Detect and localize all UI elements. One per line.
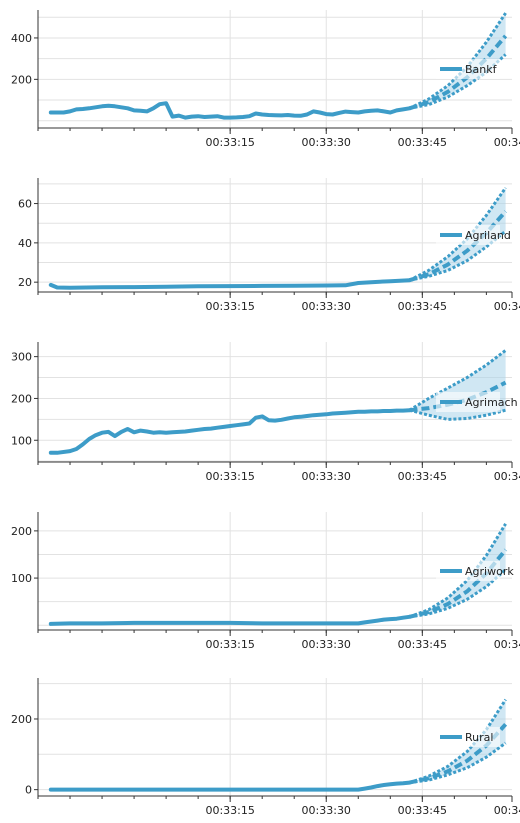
legend-background (436, 561, 500, 581)
x-tick-label: 00:33:15 (205, 300, 254, 313)
y-tick-label: 60 (18, 198, 32, 211)
x-tick-label: 00:33:45 (398, 300, 447, 313)
y-tick-label: 100 (11, 572, 32, 585)
y-tick-label: 0 (25, 784, 32, 797)
legend-background (436, 392, 500, 412)
legend: Bankf (436, 59, 500, 79)
chart-panel-0: 200 400 00:33:15 00:33:30 00:33:45 00:34:00 Ba… (11, 10, 520, 149)
legend: Agriwork (436, 561, 514, 581)
legend: Agriland (436, 225, 511, 245)
x-tick-label: 00:33:15 (205, 136, 254, 149)
forecast-mean-line (409, 548, 508, 619)
y-tick-label: 40 (18, 237, 32, 250)
y-tick-label: 200 (11, 525, 32, 538)
series-line (48, 780, 412, 792)
forecast-upper-line (408, 12, 507, 110)
series-line (48, 614, 412, 626)
legend: Agrimach (436, 392, 518, 412)
chart-panel-2: 100 200 300 00:33:15 00:33:30 00:33:45 00:34:0… (11, 342, 520, 483)
forecast-upper-line (408, 186, 507, 282)
legend-background (436, 59, 500, 79)
legend-background (436, 727, 500, 747)
forecast-mean-line (408, 34, 508, 111)
x-tick-label: 00:33:30 (302, 136, 351, 149)
x-tick-label: 00:33:30 (302, 804, 351, 817)
x-tick-label: 00:33:45 (398, 136, 447, 149)
y-tick-label: 400 (11, 32, 32, 45)
x-tick-label: 00:34:00 (494, 300, 520, 313)
series-line (48, 408, 412, 455)
y-tick-label: 200 (11, 73, 32, 86)
x-tick-label: 00:33:15 (205, 638, 254, 651)
x-tick-label: 00:33:15 (205, 470, 254, 483)
legend-label: Bankf (465, 63, 498, 76)
x-tick-label: 00:34:00 (494, 804, 520, 817)
y-tick-label: 20 (18, 276, 32, 289)
chart-panel-1: 20 40 60 00:33:15 00:33:30 00:33:45 00:34:00 Ag… (18, 178, 520, 313)
chart-panel-3: 100 200 00:33:15 00:33:30 00:33:45 00:34:00 Ag… (11, 512, 520, 651)
legend-label: Agriwork (465, 565, 514, 578)
legend-label: Agriland (465, 229, 511, 242)
forecast-lower-line (409, 408, 506, 421)
legend-background (436, 225, 500, 245)
forecast-upper-line (408, 349, 507, 412)
x-tick-label: 00:33:30 (302, 300, 351, 313)
series-line (48, 101, 412, 120)
legend-label: Rural (465, 731, 493, 744)
x-tick-label: 00:34:00 (494, 136, 520, 149)
y-tick-label: 300 (11, 351, 32, 364)
x-tick-label: 00:33:30 (302, 470, 351, 483)
x-tick-label: 00:34:00 (494, 470, 520, 483)
chart-panel-4: 0 200 00:33:15 00:33:30 00:33:45 00:34:00 Rura… (11, 678, 520, 817)
legend-label: Agrimach (465, 396, 518, 409)
series-line (48, 278, 412, 290)
x-tick-label: 00:33:15 (205, 804, 254, 817)
y-tick-label: 200 (11, 713, 32, 726)
x-tick-label: 00:33:45 (398, 470, 447, 483)
legend: Rural (436, 727, 500, 747)
x-tick-label: 00:33:45 (398, 638, 447, 651)
x-tick-label: 00:33:30 (302, 638, 351, 651)
x-tick-label: 00:33:45 (398, 804, 447, 817)
y-tick-label: 200 (11, 392, 32, 405)
y-tick-label: 100 (11, 434, 32, 447)
x-tick-label: 00:34:00 (494, 638, 520, 651)
